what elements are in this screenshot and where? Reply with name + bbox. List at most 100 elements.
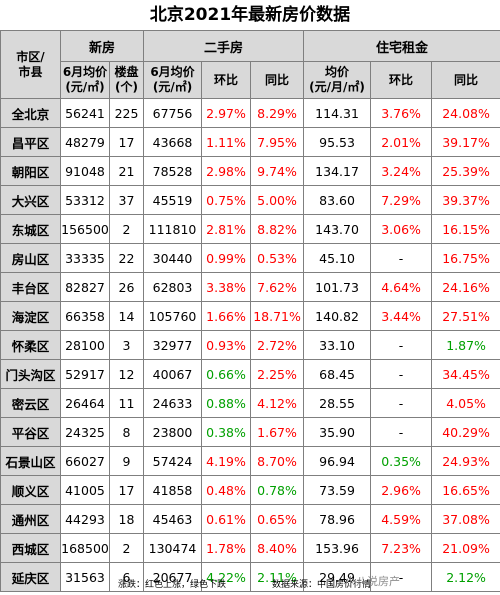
footnote: 涨跌：红色上涨，绿色下跌 数据来源：中国房价行情 <box>0 576 500 595</box>
sh-mom-cell: 1.78% <box>201 533 252 563</box>
new-projects-cell: 17 <box>108 475 145 505</box>
rent-mom-cell: 4.64% <box>370 272 433 302</box>
rent-price-cell: 73.59 <box>303 475 372 505</box>
table-row: 门头沟区 52917 12 40067 0.66% 2.25% 68.45-34.45% <box>0 359 500 389</box>
district-cell: 顺义区 <box>0 475 61 505</box>
sh-price-cell: 105760 <box>143 301 203 331</box>
sh-price-cell: 111810 <box>143 214 203 244</box>
sh-mom-cell: 0.88% <box>201 388 252 418</box>
price-table: 市区/市县 新房 二手房 住宅租金 6月均价 (元/㎡) 楼盘 (个) 6月均价 (元… <box>0 30 500 592</box>
data-source-note: 数据来源：中国房价行情 <box>272 580 372 590</box>
table-row: 顺义区 41005 17 41858 0.48% 0.78% 73.59 2.96% 16.65… <box>0 475 500 505</box>
district-cell: 房山区 <box>0 243 61 273</box>
rent-mom-cell: 3.44% <box>370 301 433 331</box>
sh-price-cell: 30440 <box>143 243 203 273</box>
sh-mom-cell: 2.97% <box>201 98 252 128</box>
table-row: 丰台区 82827 26 62803 3.38% 7.62% 101.73 4.64% 24.1… <box>0 272 500 302</box>
new-price-cell: 66027 <box>60 446 110 476</box>
sh-yoy-cell: 4.12% <box>250 388 305 418</box>
rent-price-cell: 33.10 <box>303 330 372 360</box>
sh-yoy-cell: 8.40% <box>250 533 305 563</box>
header-new-price: 6月均价 (元/㎡) <box>60 61 110 99</box>
sh-price-cell: 78528 <box>143 156 203 186</box>
district-cell: 海淀区 <box>0 301 61 331</box>
rent-yoy-cell: 2.12% <box>431 562 500 592</box>
rent-price-cell: 143.70 <box>303 214 372 244</box>
table-row: 通州区 44293 18 45463 0.61% 0.65% 78.96 4.59% 37.08… <box>0 504 500 534</box>
rent-mom-cell: 2.01% <box>370 127 433 157</box>
rent-price-cell: 134.17 <box>303 156 372 186</box>
district-cell: 朝阳区 <box>0 156 61 186</box>
table-row: 怀柔区 28100 3 32977 0.93% 2.72% 33.10-1.87% <box>0 330 500 360</box>
sh-yoy-cell: 0.78% <box>250 475 305 505</box>
table-row: 朝阳区 91048 21 78528 2.98% 9.74% 134.17 3.24% 25.3… <box>0 156 500 186</box>
new-price-cell: 156500 <box>60 214 110 244</box>
new-projects-cell: 37 <box>108 185 145 215</box>
table-row: 昌平区 48279 17 43668 1.11% 7.95% 95.53 2.01% 39.17… <box>0 127 500 157</box>
district-cell: 全北京 <box>0 98 61 128</box>
district-cell: 延庆区 <box>0 562 61 592</box>
district-cell: 密云区 <box>0 388 61 418</box>
rent-yoy-cell: 24.08% <box>431 98 500 128</box>
rent-price-cell: 35.90 <box>303 417 372 447</box>
rent-price-cell: 29.49 <box>303 562 372 592</box>
sh-yoy-cell: 8.70% <box>250 446 305 476</box>
header-rent-mom: 环比 <box>370 61 433 99</box>
rent-yoy-cell: 16.15% <box>431 214 500 244</box>
sh-mom-cell: 2.81% <box>201 214 252 244</box>
header-sh-mom: 环比 <box>201 61 252 99</box>
header-sh-price: 6月均价 (元/㎡) <box>143 61 203 99</box>
rent-mom-cell: 4.59% <box>370 504 433 534</box>
new-price-cell: 28100 <box>60 330 110 360</box>
table-row: 密云区 26464 11 24633 0.88% 4.12% 28.55-4.05% <box>0 388 500 418</box>
sh-yoy-cell: 7.62% <box>250 272 305 302</box>
rent-yoy-cell: 25.39% <box>431 156 500 186</box>
sh-mom-cell: 0.66% <box>201 359 252 389</box>
table-row: 延庆区 31563 6 20677 4.22% 2.11% 29.49-2.12% <box>0 562 500 592</box>
header-new-house: 新房 <box>59 30 145 62</box>
new-price-cell: 168500 <box>60 533 110 563</box>
rent-yoy-cell: 1.87% <box>431 330 500 360</box>
table-row: 海淀区 66358 14 105760 1.66% 18.71% 140.82 3.44% 27… <box>0 301 500 331</box>
sh-price-cell: 57424 <box>143 446 203 476</box>
sh-price-cell: 32977 <box>143 330 203 360</box>
rent-price-cell: 45.10 <box>303 243 372 273</box>
sh-mom-cell: 0.99% <box>201 243 252 273</box>
sh-mom-cell: 2.98% <box>201 156 252 186</box>
rent-mom-cell: - <box>370 359 433 389</box>
new-price-cell: 52917 <box>60 359 110 389</box>
sh-price-cell: 130474 <box>143 533 203 563</box>
sh-yoy-cell: 0.65% <box>250 504 305 534</box>
sh-yoy-cell: 1.67% <box>250 417 305 447</box>
district-cell: 丰台区 <box>0 272 61 302</box>
header-rent-yoy: 同比 <box>431 61 500 99</box>
rent-price-cell: 28.55 <box>303 388 372 418</box>
sh-yoy-cell: 2.72% <box>250 330 305 360</box>
sh-price-cell: 67756 <box>143 98 203 128</box>
sh-mom-cell: 1.66% <box>201 301 252 331</box>
sh-price-cell: 24633 <box>143 388 203 418</box>
rent-price-cell: 153.96 <box>303 533 372 563</box>
sh-price-cell: 41858 <box>143 475 203 505</box>
color-legend-note: 涨跌：红色上涨，绿色下跌 <box>118 580 227 590</box>
rent-yoy-cell: 37.08% <box>431 504 500 534</box>
rent-yoy-cell: 27.51% <box>431 301 500 331</box>
sh-price-cell: 23800 <box>143 417 203 447</box>
rent-mom-cell: 3.06% <box>370 214 433 244</box>
district-cell: 大兴区 <box>0 185 61 215</box>
rent-yoy-cell: 16.65% <box>431 475 500 505</box>
table-row: 房山区 33335 22 30440 0.99% 0.53% 45.10-16.75% <box>0 243 500 273</box>
rent-yoy-cell: 39.17% <box>431 127 500 157</box>
rent-mom-cell: - <box>370 330 433 360</box>
rent-mom-cell: 2.96% <box>370 475 433 505</box>
rent-mom-cell: 3.24% <box>370 156 433 186</box>
rent-mom-cell: - <box>370 388 433 418</box>
rent-price-cell: 140.82 <box>303 301 372 331</box>
sh-yoy-cell: 0.53% <box>250 243 305 273</box>
new-price-cell: 91048 <box>60 156 110 186</box>
table-row: 全北京 56241 225 67756 2.97% 8.29% 114.31 3.76% 24.… <box>0 98 500 128</box>
district-cell: 怀柔区 <box>0 330 61 360</box>
rent-mom-cell: 7.23% <box>370 533 433 563</box>
new-projects-cell: 22 <box>108 243 145 273</box>
rent-yoy-cell: 24.16% <box>431 272 500 302</box>
